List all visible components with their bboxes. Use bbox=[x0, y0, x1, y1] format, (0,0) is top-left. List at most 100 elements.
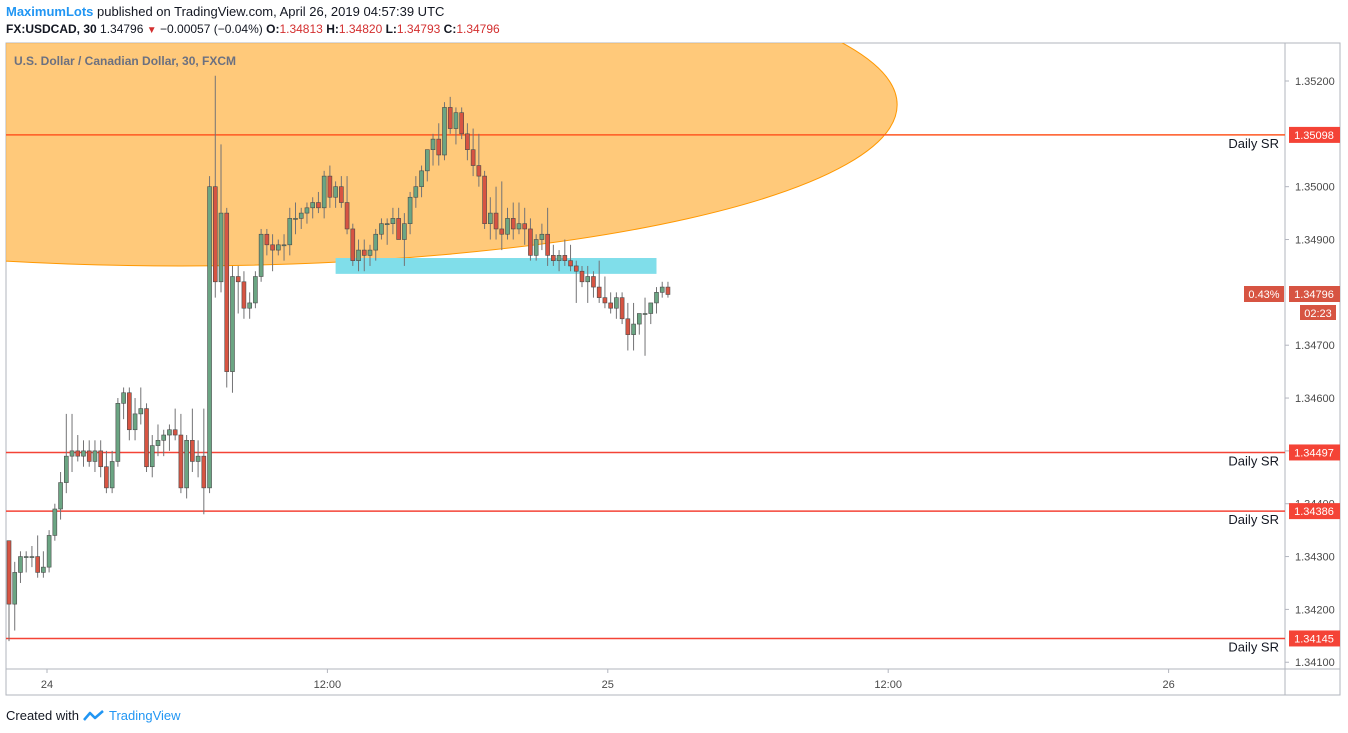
sr-price-badge bbox=[1289, 444, 1340, 461]
symbol-interval: FX:USDCAD, 30 bbox=[6, 22, 97, 36]
candle-body bbox=[602, 297, 608, 304]
price-tick-label: 1.34200 bbox=[1295, 604, 1335, 616]
resistance-zone-ellipse bbox=[6, 43, 898, 267]
down-arrow-icon: ▼ bbox=[146, 25, 157, 36]
support-zone-box bbox=[335, 258, 657, 274]
candle-body bbox=[224, 212, 230, 372]
candle-body bbox=[18, 556, 23, 573]
candle-body bbox=[310, 202, 315, 209]
candle-body bbox=[459, 112, 464, 135]
candle-body bbox=[436, 138, 442, 156]
candle-body bbox=[218, 212, 224, 283]
tradingview-logo-icon bbox=[83, 709, 104, 721]
price-change: −0.00057 (−0.04%) bbox=[160, 22, 263, 36]
footer: Created with TradingView bbox=[6, 708, 181, 723]
high-value: 1.34820 bbox=[338, 22, 383, 36]
sr-price-label: 1.34497 bbox=[1294, 447, 1334, 459]
candle-body bbox=[212, 186, 218, 283]
candle-body bbox=[493, 212, 499, 230]
candle-body bbox=[161, 434, 167, 441]
sr-level-label: Daily SR bbox=[1228, 639, 1279, 654]
publish-header: MaximumLots published on TradingView.com… bbox=[6, 4, 444, 19]
candle-body bbox=[447, 107, 453, 129]
candle-body bbox=[167, 429, 172, 436]
candle-body bbox=[419, 170, 424, 187]
sr-price-label: 1.35098 bbox=[1294, 130, 1334, 142]
candle-body bbox=[608, 302, 613, 309]
candle-body bbox=[281, 244, 287, 247]
candle-body bbox=[470, 149, 476, 166]
created-with-text: Created with bbox=[6, 708, 79, 723]
tradingview-brand-link[interactable]: TradingView bbox=[108, 708, 181, 723]
price-tick-label: 1.34600 bbox=[1295, 393, 1335, 405]
candle-body bbox=[121, 392, 126, 404]
candle-body bbox=[442, 107, 447, 156]
candle-body bbox=[235, 276, 241, 283]
candle-body bbox=[482, 175, 487, 224]
candle-body bbox=[453, 112, 459, 129]
chart-title: U.S. Dollar / Canadian Dollar, 30, FXCM bbox=[14, 54, 236, 68]
candle-body bbox=[127, 392, 132, 431]
candle-body bbox=[293, 218, 298, 220]
candle-body bbox=[92, 450, 98, 462]
candle-body bbox=[528, 228, 533, 256]
candle-body bbox=[510, 218, 516, 230]
candle-body bbox=[81, 450, 86, 457]
candle-body bbox=[350, 228, 356, 261]
candle-body bbox=[430, 138, 436, 150]
sr-level-label: Daily SR bbox=[1228, 136, 1279, 151]
candle-body bbox=[367, 249, 373, 256]
close-label: C: bbox=[443, 22, 457, 36]
candle-body bbox=[361, 249, 367, 256]
sr-price-label: 1.34386 bbox=[1294, 506, 1334, 518]
low-label: L: bbox=[385, 22, 397, 36]
candle-body bbox=[258, 233, 264, 277]
author-link[interactable]: MaximumLots bbox=[6, 4, 94, 19]
candle-body bbox=[138, 408, 144, 415]
candle-body bbox=[636, 313, 642, 325]
candle-body bbox=[327, 175, 333, 198]
time-tick-label: 26 bbox=[1162, 679, 1174, 691]
candle-body bbox=[184, 440, 189, 489]
sr-price-badge bbox=[1289, 630, 1340, 647]
candle-body bbox=[276, 244, 281, 251]
candle-body bbox=[556, 255, 562, 261]
candle-body bbox=[642, 313, 648, 315]
open-value: 1.34813 bbox=[279, 22, 323, 36]
candle-body bbox=[64, 455, 69, 483]
candle-body bbox=[591, 276, 596, 288]
candle-body bbox=[46, 535, 52, 568]
candle-body bbox=[321, 175, 327, 209]
candle-body bbox=[41, 566, 46, 573]
low-value: 1.34793 bbox=[396, 22, 441, 36]
candle-body bbox=[195, 455, 201, 462]
candle-body bbox=[465, 133, 470, 150]
candle-body bbox=[568, 260, 573, 267]
candle-body bbox=[396, 218, 401, 240]
sr-level-label: Daily SR bbox=[1228, 512, 1279, 527]
candle-body bbox=[654, 292, 659, 304]
candle-body bbox=[287, 218, 293, 246]
candle-body bbox=[533, 239, 539, 256]
sr-price-badge bbox=[1289, 126, 1340, 143]
candle-body bbox=[665, 286, 671, 295]
candle-body bbox=[579, 270, 585, 283]
candle-body bbox=[619, 297, 625, 320]
price-tick-label: 1.34900 bbox=[1295, 235, 1335, 247]
price-tick-label: 1.34100 bbox=[1295, 657, 1335, 669]
high-label: H: bbox=[326, 22, 339, 36]
time-tick-label: 12:00 bbox=[314, 679, 342, 691]
candle-body bbox=[407, 196, 413, 224]
candle-body bbox=[241, 281, 247, 309]
candle-body bbox=[132, 413, 138, 431]
candle-body bbox=[413, 186, 419, 198]
candle-body bbox=[625, 318, 631, 335]
candle-body bbox=[304, 207, 310, 214]
last-price-value: 1.34796 bbox=[100, 22, 144, 36]
candle-body bbox=[339, 186, 344, 203]
sr-price-badge bbox=[1289, 503, 1340, 520]
candle-body bbox=[505, 218, 510, 235]
candle-body bbox=[207, 186, 212, 489]
